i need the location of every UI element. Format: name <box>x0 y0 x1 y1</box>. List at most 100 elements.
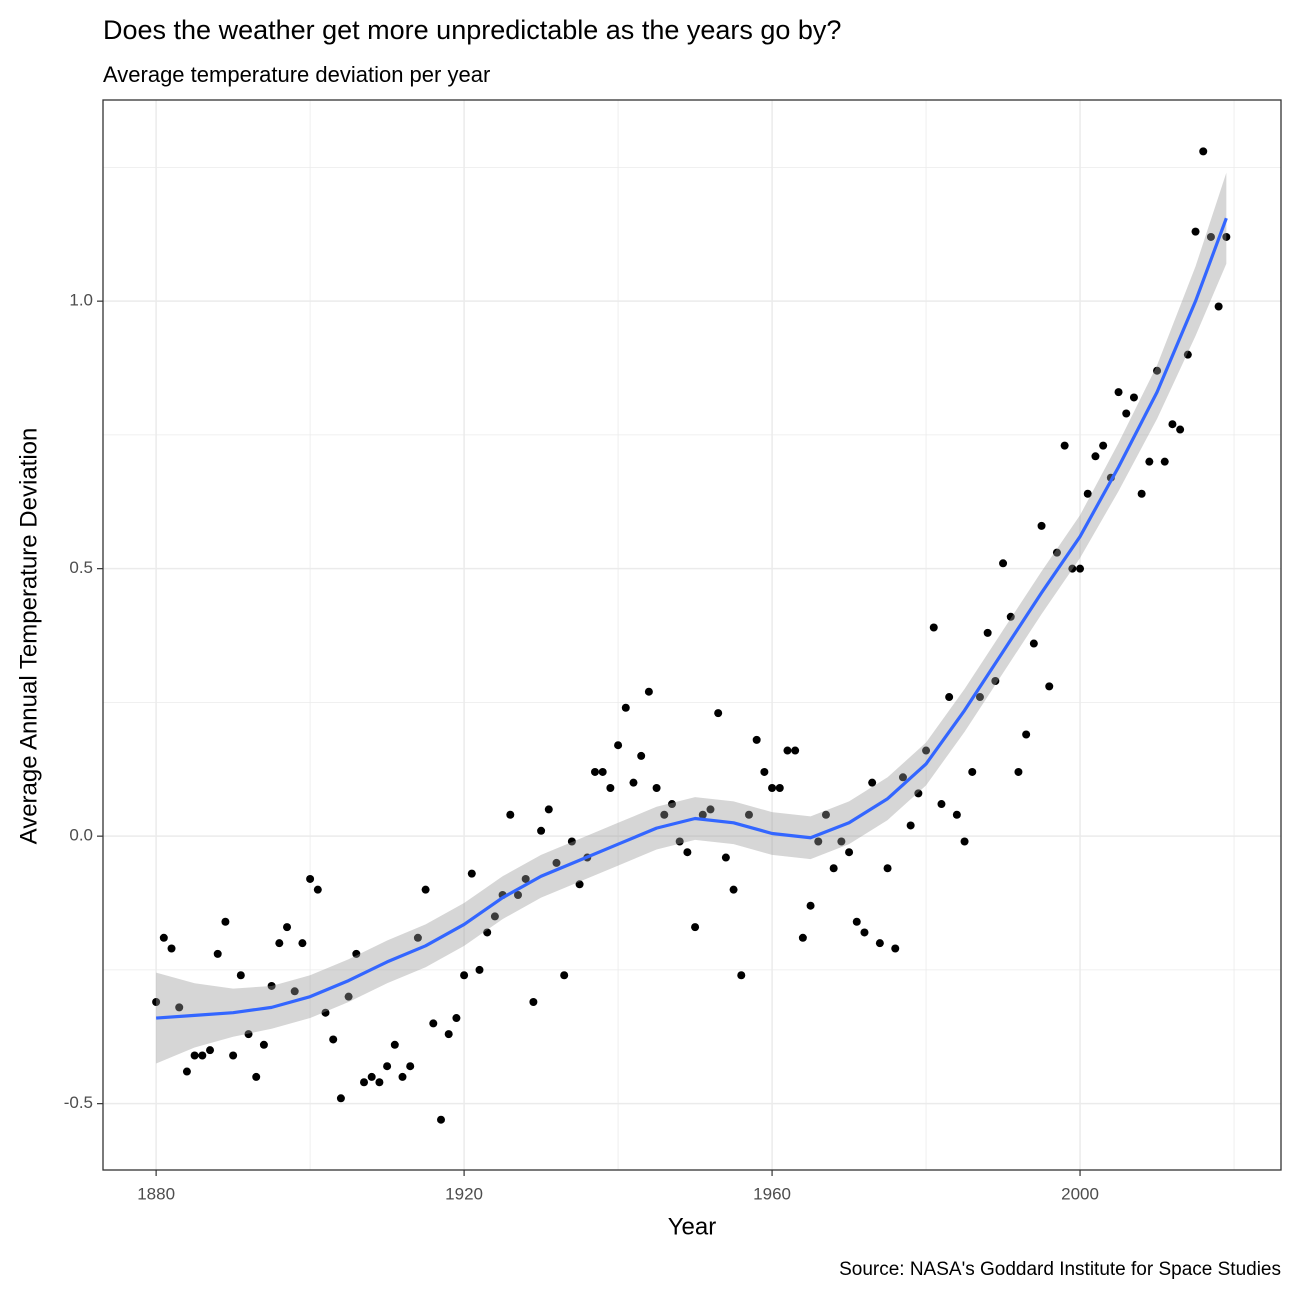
point <box>306 874 315 883</box>
point <box>968 767 977 776</box>
point <box>483 928 492 937</box>
point <box>922 746 931 755</box>
point <box>575 880 584 889</box>
smooth-line <box>156 217 1228 1020</box>
point <box>283 923 292 932</box>
point <box>898 773 907 782</box>
point <box>868 778 877 787</box>
point <box>729 885 738 894</box>
point <box>206 1046 215 1055</box>
point <box>1037 521 1046 530</box>
point <box>952 810 961 819</box>
point <box>336 1094 345 1103</box>
point <box>1183 350 1192 359</box>
point <box>914 789 923 798</box>
point <box>1029 639 1038 648</box>
point <box>783 746 792 755</box>
point <box>321 1008 330 1017</box>
y-tick-label: -0.5 <box>64 1093 93 1112</box>
point <box>621 703 630 712</box>
point <box>683 848 692 857</box>
point <box>1168 420 1177 429</box>
x-tick-label: 1880 <box>137 1184 175 1203</box>
point <box>1206 232 1215 241</box>
point <box>236 971 245 980</box>
point <box>259 1040 268 1049</box>
point <box>421 885 430 894</box>
point <box>437 1115 446 1124</box>
point <box>983 628 992 637</box>
point <box>791 746 800 755</box>
point <box>945 693 954 702</box>
point <box>637 751 646 760</box>
x-tick-label: 1920 <box>445 1184 483 1203</box>
point <box>182 1067 191 1076</box>
point <box>175 1003 184 1012</box>
point <box>344 992 353 1001</box>
point <box>159 933 168 942</box>
point <box>252 1072 261 1081</box>
point <box>398 1072 407 1081</box>
point <box>875 939 884 948</box>
point <box>814 837 823 846</box>
point <box>383 1062 392 1071</box>
point <box>660 810 669 819</box>
point <box>737 971 746 980</box>
point <box>229 1051 238 1060</box>
point <box>467 869 476 878</box>
point <box>821 810 830 819</box>
point <box>667 800 676 809</box>
point <box>1191 227 1200 236</box>
point <box>490 912 499 921</box>
point <box>152 998 161 1007</box>
point <box>744 810 753 819</box>
point <box>244 1030 253 1039</box>
point <box>798 933 807 942</box>
point <box>752 735 761 744</box>
point <box>1076 564 1085 573</box>
point <box>1137 489 1146 498</box>
point <box>298 939 307 948</box>
point <box>1199 147 1208 156</box>
point <box>698 810 707 819</box>
point <box>1014 767 1023 776</box>
point <box>1222 232 1231 241</box>
point <box>975 693 984 702</box>
point <box>1160 457 1169 466</box>
point <box>652 784 661 793</box>
point <box>1060 441 1069 450</box>
point <box>444 1030 453 1039</box>
point <box>768 784 777 793</box>
point <box>213 949 222 958</box>
point <box>1129 393 1138 402</box>
point <box>1145 457 1154 466</box>
point <box>714 709 723 718</box>
point <box>852 917 861 926</box>
point <box>829 864 838 873</box>
y-axis-title: Average Annual Temperature Deviation <box>15 428 42 845</box>
point <box>629 778 638 787</box>
point <box>1091 452 1100 461</box>
point <box>190 1051 199 1060</box>
point <box>329 1035 338 1044</box>
point <box>367 1072 376 1081</box>
point <box>352 949 361 958</box>
point <box>1099 441 1108 450</box>
point <box>1214 302 1223 311</box>
point <box>937 800 946 809</box>
chart-title: Does the weather get more unpredictable … <box>103 15 841 45</box>
point <box>598 767 607 776</box>
point <box>806 901 815 910</box>
x-axis-title: Year <box>668 1213 717 1240</box>
point <box>1122 409 1131 418</box>
point <box>521 874 530 883</box>
point <box>1052 548 1061 557</box>
point <box>606 784 615 793</box>
point <box>960 837 969 846</box>
point <box>845 848 854 857</box>
point <box>1153 366 1162 375</box>
point <box>775 784 784 793</box>
point <box>706 805 715 814</box>
point <box>721 853 730 862</box>
